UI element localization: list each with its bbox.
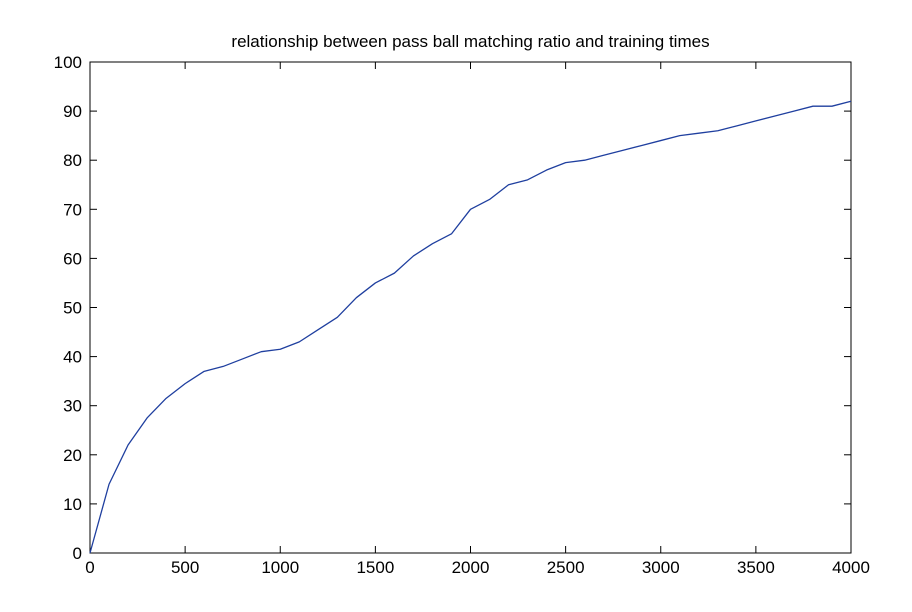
y-tick-label: 30 — [63, 397, 82, 416]
x-tick-label: 3000 — [642, 558, 680, 577]
y-tick-label: 70 — [63, 200, 82, 219]
y-tick-label: 90 — [63, 102, 82, 121]
y-tick-label: 10 — [63, 495, 82, 514]
tick-marks — [89, 61, 852, 554]
y-axis-tick-labels: 0 10 20 30 40 50 60 70 80 90 100 — [54, 53, 82, 563]
x-tick-label: 0 — [85, 558, 94, 577]
x-axis-tick-labels: 0 500 1000 1500 2000 2500 3000 3500 4000 — [85, 558, 870, 577]
y-tick-label: 40 — [63, 348, 82, 367]
y-tick-label: 20 — [63, 446, 82, 465]
chart-title: relationship between pass ball matching … — [231, 32, 709, 51]
x-tick-label: 1000 — [261, 558, 299, 577]
y-tick-label: 0 — [73, 544, 82, 563]
y-tick-label: 60 — [63, 249, 82, 268]
x-tick-label: 3500 — [737, 558, 775, 577]
x-tick-label: 2500 — [547, 558, 585, 577]
series-layer — [89, 100, 852, 554]
x-tick-label: 2000 — [452, 558, 490, 577]
x-tick-label: 1500 — [356, 558, 394, 577]
y-tick-label: 100 — [54, 53, 82, 72]
series-line-0 — [89, 100, 852, 554]
y-tick-label: 50 — [63, 299, 82, 318]
x-tick-label: 4000 — [832, 558, 870, 577]
y-tick-label: 80 — [63, 151, 82, 170]
x-tick-label: 500 — [171, 558, 199, 577]
